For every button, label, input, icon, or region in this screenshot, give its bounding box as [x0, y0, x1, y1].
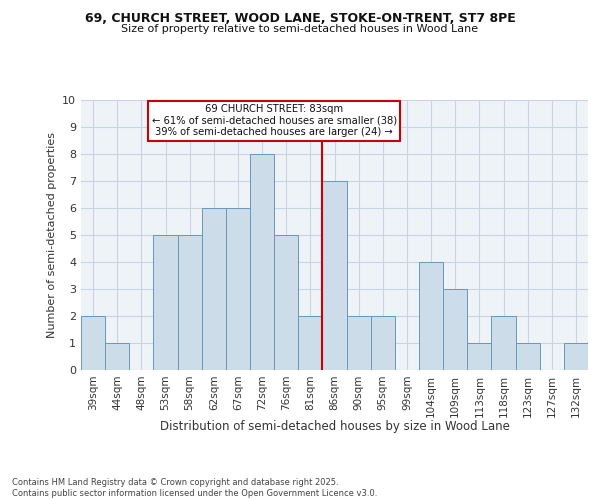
Bar: [371, 316, 395, 370]
Bar: [81, 316, 105, 370]
Y-axis label: Number of semi-detached properties: Number of semi-detached properties: [47, 132, 56, 338]
Bar: [515, 343, 540, 370]
Bar: [491, 316, 515, 370]
Bar: [419, 262, 443, 370]
X-axis label: Distribution of semi-detached houses by size in Wood Lane: Distribution of semi-detached houses by …: [160, 420, 509, 433]
Text: 69, CHURCH STREET, WOOD LANE, STOKE-ON-TRENT, ST7 8PE: 69, CHURCH STREET, WOOD LANE, STOKE-ON-T…: [85, 12, 515, 26]
Text: Contains HM Land Registry data © Crown copyright and database right 2025.
Contai: Contains HM Land Registry data © Crown c…: [12, 478, 377, 498]
Bar: [105, 343, 129, 370]
Bar: [322, 181, 347, 370]
Bar: [250, 154, 274, 370]
Bar: [564, 343, 588, 370]
Text: Size of property relative to semi-detached houses in Wood Lane: Size of property relative to semi-detach…: [121, 24, 479, 34]
Bar: [347, 316, 371, 370]
Bar: [274, 235, 298, 370]
Bar: [443, 289, 467, 370]
Bar: [467, 343, 491, 370]
Text: 69 CHURCH STREET: 83sqm
← 61% of semi-detached houses are smaller (38)
39% of se: 69 CHURCH STREET: 83sqm ← 61% of semi-de…: [152, 104, 397, 137]
Bar: [202, 208, 226, 370]
Bar: [226, 208, 250, 370]
Bar: [298, 316, 322, 370]
Bar: [154, 235, 178, 370]
Bar: [178, 235, 202, 370]
